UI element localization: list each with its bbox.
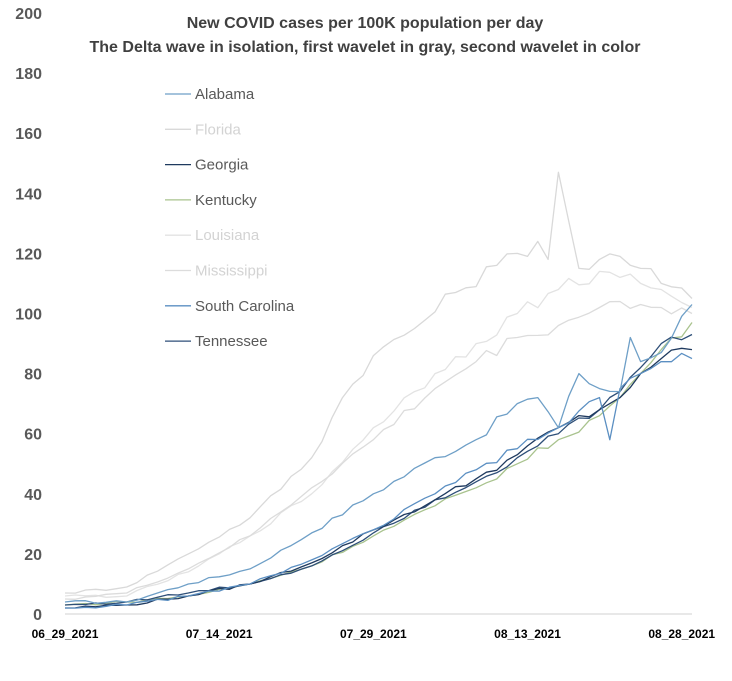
x-axis-ticks: 06_29_2021 07_14_2021 07_29_2021 08_13_2021… (32, 627, 716, 641)
series-line-tennessee (64, 333, 693, 606)
series-line-louisiana (64, 270, 693, 598)
legend-label: Louisiana (195, 227, 260, 244)
y-tick-label: 0 (33, 607, 42, 624)
series-line-florida (64, 171, 693, 594)
legend-item: Mississippi (165, 263, 268, 280)
y-tick-label: 20 (24, 547, 42, 564)
y-tick-label: 100 (15, 307, 42, 324)
y-tick-label: 120 (15, 246, 42, 263)
legend-item: Georgia (165, 157, 249, 174)
x-tick-label: 07_29_2021 (340, 627, 407, 641)
y-tick-label: 200 (15, 6, 42, 23)
legend-label: Florida (195, 121, 242, 138)
series-line-kentucky (64, 322, 693, 606)
legend: Alabama Florida Georgia Kentucky Louisiana Mi… (165, 86, 295, 350)
x-tick-label: 06_29_2021 (32, 627, 99, 641)
legend-item: Tennessee (165, 333, 268, 350)
y-tick-label: 80 (24, 367, 42, 384)
legend-label: Kentucky (195, 192, 257, 209)
series-lines (64, 171, 693, 609)
legend-label: South Carolina (195, 298, 295, 315)
legend-item: South Carolina (165, 298, 295, 315)
legend-label: Tennessee (195, 333, 268, 350)
legend-item: Florida (165, 121, 242, 138)
legend-label: Alabama (195, 86, 255, 103)
y-axis-ticks: 0 20 40 60 80 100 120 140 160 180 200 (15, 6, 42, 624)
x-tick-label: 08_13_2021 (494, 627, 561, 641)
series-line-alabama (64, 304, 693, 604)
y-tick-label: 160 (15, 126, 42, 143)
y-tick-label: 140 (15, 186, 42, 203)
legend-item: Alabama (165, 86, 255, 103)
x-tick-label: 08_28_2021 (648, 627, 715, 641)
series-line-south-carolina (64, 352, 693, 609)
y-tick-label: 40 (24, 487, 42, 504)
legend-item: Louisiana (165, 227, 260, 244)
y-tick-label: 60 (24, 427, 42, 444)
chart-subtitle: The Delta wave in isolation, first wavel… (90, 39, 641, 56)
legend-item: Kentucky (165, 192, 257, 209)
legend-label: Mississippi (195, 263, 268, 280)
series-line-mississippi (64, 300, 693, 600)
legend-label: Georgia (195, 157, 249, 174)
y-tick-label: 180 (15, 66, 42, 83)
x-tick-label: 07_14_2021 (186, 627, 253, 641)
chart-title: New COVID cases per 100K population per … (187, 15, 544, 32)
